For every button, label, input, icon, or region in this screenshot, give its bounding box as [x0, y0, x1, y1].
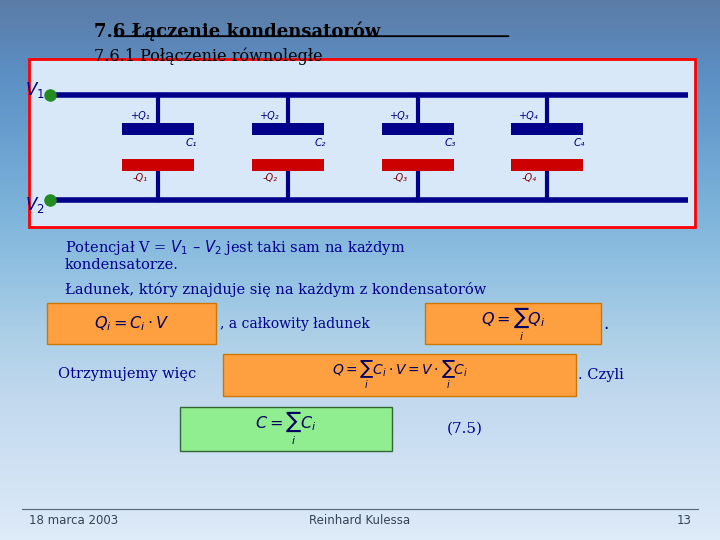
Bar [511, 123, 583, 135]
Bar [122, 123, 194, 135]
Text: . Czyli: . Czyli [578, 368, 624, 382]
Text: 13: 13 [676, 514, 691, 527]
Text: .: . [603, 315, 608, 333]
Text: C₃: C₃ [444, 138, 456, 148]
Text: 7.6 Łączenie kondensatorów: 7.6 Łączenie kondensatorów [94, 22, 380, 41]
Text: C₂: C₂ [315, 138, 326, 148]
Text: -Q₄: -Q₄ [522, 173, 536, 183]
Text: +Q₄: +Q₄ [519, 111, 539, 121]
Text: $C = \sum_i C_i$: $C = \sum_i C_i$ [255, 410, 317, 448]
Text: -Q₃: -Q₃ [392, 173, 407, 183]
Text: kondensatorze.: kondensatorze. [65, 258, 179, 272]
Bar [122, 159, 194, 171]
Text: $Q_i = C_i \cdot V$: $Q_i = C_i \cdot V$ [94, 315, 170, 333]
Text: $V_2$: $V_2$ [25, 195, 45, 215]
Bar [511, 159, 583, 171]
Text: +Q₃: +Q₃ [390, 111, 410, 121]
Text: +Q₂: +Q₂ [260, 111, 280, 121]
Text: , a całkowity ładunek: , a całkowity ładunek [220, 317, 369, 331]
Text: +Q₁: +Q₁ [130, 111, 150, 121]
Text: Reinhard Kulessa: Reinhard Kulessa [310, 514, 410, 527]
Text: Potencjał V = $V_1$ – $V_2$ jest taki sam na każdym: Potencjał V = $V_1$ – $V_2$ jest taki sa… [65, 238, 405, 256]
FancyBboxPatch shape [29, 59, 695, 227]
FancyBboxPatch shape [223, 354, 576, 396]
Bar [252, 159, 324, 171]
Text: (7.5): (7.5) [446, 422, 482, 436]
Bar [382, 123, 454, 135]
Text: $Q = \sum_i C_i \cdot V = V \cdot \sum_i C_i$: $Q = \sum_i C_i \cdot V = V \cdot \sum_i… [332, 359, 467, 391]
Text: -Q₁: -Q₁ [133, 173, 148, 183]
Bar [252, 123, 324, 135]
FancyBboxPatch shape [425, 303, 601, 344]
Text: Ładunek, który znajduje się na każdym z kondensatorów: Ładunek, który znajduje się na każdym z … [65, 282, 486, 297]
Text: 18 marca 2003: 18 marca 2003 [29, 514, 118, 527]
FancyBboxPatch shape [180, 407, 392, 451]
Text: -Q₂: -Q₂ [263, 173, 277, 183]
Bar [382, 159, 454, 171]
FancyBboxPatch shape [47, 303, 216, 344]
Text: 7.6.1 Połączenie równoległe: 7.6.1 Połączenie równoległe [94, 48, 323, 65]
Text: Otrzymujemy więc: Otrzymujemy więc [58, 367, 196, 381]
Text: C₄: C₄ [574, 138, 585, 148]
Text: C₁: C₁ [185, 138, 197, 148]
Text: $Q = \sum_i Q_i$: $Q = \sum_i Q_i$ [481, 305, 546, 343]
Text: $V_1$: $V_1$ [25, 80, 45, 100]
